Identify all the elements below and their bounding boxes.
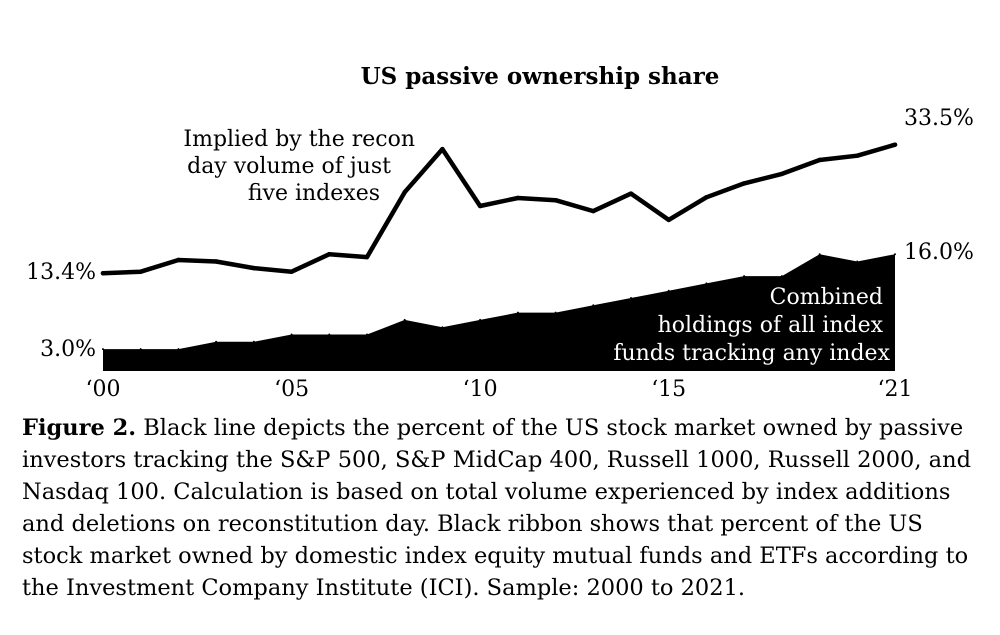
x-tick-label: ‘00	[86, 377, 121, 400]
ribbon-point-2010	[479, 318, 482, 321]
line-point-2006	[327, 252, 332, 257]
line-point-2004	[251, 265, 257, 271]
line-point-2018	[779, 171, 785, 177]
ribbon-label-line-2: holdings of all index	[658, 313, 884, 338]
line-point-2017	[741, 181, 747, 186]
line-point-2021	[892, 142, 898, 147]
ribbon-point-2006	[328, 333, 331, 336]
line-label-line-3: five indexes	[248, 181, 380, 206]
ribbon-point-2009	[441, 326, 444, 329]
passive-ownership-chart: US passive ownership share Implied by th…	[26, 63, 974, 400]
x-tick-label: ‘10	[463, 377, 498, 400]
ribbon-point-2008	[403, 318, 406, 321]
ribbon-label-line-1: Combined	[770, 285, 883, 310]
figure-caption: Figure 2. Black line depicts the percent…	[22, 412, 984, 604]
line-point-2014	[628, 191, 634, 196]
ribbon-point-2018	[780, 275, 783, 278]
ribbon-point-2016	[705, 282, 708, 285]
line-point-2002	[176, 257, 181, 263]
ribbon-end-label: 16.0%	[904, 240, 974, 265]
x-tick-label: ‘15	[651, 377, 686, 400]
line-point-2012	[553, 198, 558, 203]
chart-title: US passive ownership share	[361, 63, 720, 90]
ribbon-point-2004	[252, 340, 255, 343]
line-label-line-1: Implied by the recon	[183, 127, 415, 152]
recon-day-implied-line	[100, 142, 898, 276]
line-point-2005	[289, 269, 294, 274]
ribbon-point-2015	[667, 289, 670, 292]
line-point-2010	[477, 203, 483, 209]
x-axis-ticks: ‘00 ‘05 ‘10 ‘15 ‘21	[86, 377, 913, 400]
line-point-2011	[515, 195, 521, 201]
x-tick-label: ‘05	[274, 377, 309, 400]
line-point-2013	[591, 208, 596, 214]
line-point-2009	[440, 146, 445, 152]
ribbon-point-2017	[743, 275, 746, 278]
x-tick-label: ‘21	[878, 377, 913, 400]
line-point-2019	[817, 157, 822, 163]
ribbon-point-2001	[139, 348, 142, 351]
recon-line-points	[100, 142, 898, 276]
line-point-2008	[402, 190, 407, 195]
ribbon-series-label: Combined holdings of all index funds tra…	[613, 285, 890, 366]
ribbon-points	[102, 253, 896, 351]
line-point-2001	[138, 269, 143, 274]
ribbon-point-2005	[290, 333, 293, 336]
line-point-2000	[100, 271, 106, 276]
ribbon-point-2020	[856, 260, 859, 263]
ribbon-point-2011	[516, 311, 519, 314]
line-label-line-2: day volume of just	[187, 154, 391, 179]
line-point-2016	[704, 195, 709, 200]
figure-label: Figure 2.	[22, 415, 137, 441]
ribbon-point-2013	[592, 304, 595, 307]
index-fund-holdings-ribbon	[103, 254, 895, 371]
ribbon-point-2007	[366, 333, 368, 336]
ribbon-point-2012	[554, 311, 557, 314]
ribbon-point-2002	[177, 348, 180, 351]
ribbon-label-line-3: funds tracking any index	[613, 341, 890, 366]
ribbon-point-2003	[215, 340, 218, 343]
ribbon-point-2021	[894, 253, 896, 256]
ribbon-start-label: 3.0%	[40, 337, 96, 362]
ribbon-point-2019	[818, 253, 821, 256]
line-start-label: 13.4%	[26, 260, 96, 285]
line-point-2007	[364, 254, 370, 260]
figure-caption-text: Black line depicts the percent of the US…	[22, 415, 971, 601]
line-point-2015	[666, 217, 671, 223]
line-end-label: 33.5%	[904, 106, 974, 131]
line-series-label: Implied by the recon day volume of just …	[183, 127, 422, 206]
ribbon-point-2000	[102, 348, 104, 351]
ribbon-point-2014	[630, 297, 632, 299]
line-point-2003	[213, 259, 219, 264]
line-point-2020	[855, 153, 860, 158]
